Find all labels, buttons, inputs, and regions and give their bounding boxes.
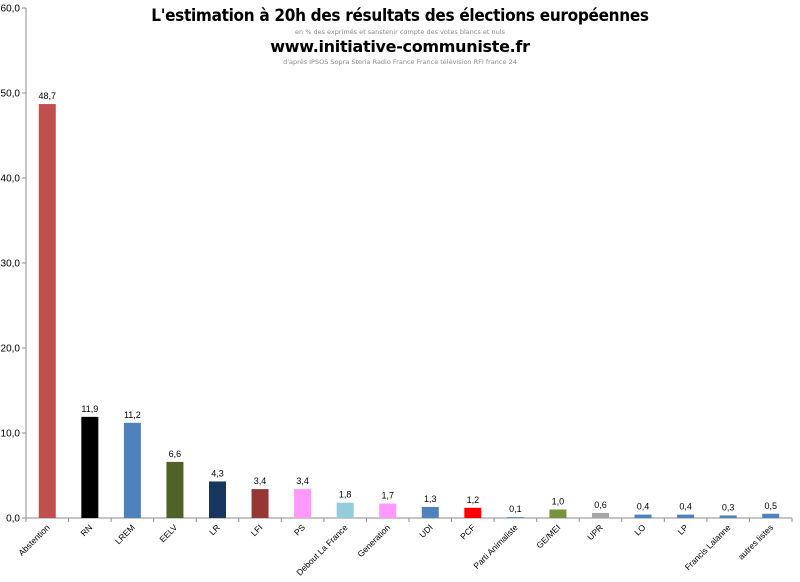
website-label: www.initiative-communiste.fr (270, 37, 530, 56)
y-tick-label: 20,0 (1, 344, 21, 355)
y-tick-label: 30,0 (1, 259, 21, 270)
x-tick-label: autres listes (736, 522, 775, 561)
bar-lo (634, 514, 652, 518)
bar-lrem (123, 422, 141, 518)
data-label: 6,6 (169, 449, 182, 459)
y-tick-label: 50,0 (1, 89, 21, 100)
data-label: 0,6 (594, 500, 607, 510)
data-label: 4,3 (211, 468, 224, 478)
data-label: 1,2 (467, 495, 480, 505)
data-label: 0,1 (509, 504, 522, 514)
y-tick-label: 40,0 (1, 174, 21, 185)
x-tick-label: UPR (585, 522, 605, 542)
x-tick-label: LP (676, 522, 691, 537)
data-label: 0,4 (679, 502, 692, 512)
source-label: d'après IPSOS Sopra Steria Radio France … (283, 58, 517, 66)
data-label: 1,0 (552, 497, 565, 507)
bar-generation (379, 503, 397, 518)
x-tick-label: LFI (249, 522, 265, 538)
bar-abstention (38, 104, 56, 519)
x-tick-label: LREM (113, 522, 137, 546)
bar-autres-listes (762, 513, 780, 518)
data-label: 1,3 (424, 494, 437, 504)
x-tick-label: LO (632, 522, 647, 537)
x-tick-label: Parti Animaliste (471, 522, 520, 571)
data-label: 0,5 (764, 501, 777, 511)
x-tick-label: Generation (355, 522, 392, 559)
bar-ps (294, 489, 312, 518)
x-tick-label: GE/MEI (534, 522, 562, 550)
data-label: 48,7 (39, 91, 57, 101)
bar-pcf (464, 507, 482, 518)
x-tick-label: PCF (458, 522, 477, 541)
x-tick-label: Abstention (16, 522, 52, 558)
y-tick-label: 60,0 (1, 4, 21, 15)
bar-ge-mei (549, 509, 567, 518)
bar-lr (209, 481, 226, 518)
bar-parti-animaliste (506, 517, 524, 518)
bar-debout-la-france (336, 502, 354, 518)
bar-lp (677, 514, 695, 518)
x-tick-label: PS (292, 522, 307, 537)
y-tick-label: 0,0 (6, 514, 20, 525)
chart-subtitle: en % des exprimés et sanstenir compte de… (295, 28, 505, 36)
data-label: 1,8 (339, 490, 352, 500)
x-tick-label: RN (78, 522, 94, 538)
data-label: 11,2 (124, 410, 141, 420)
bar-rn (81, 416, 99, 518)
bar-lfi (251, 489, 269, 518)
data-label: 0,4 (637, 502, 650, 512)
data-label: 1,7 (381, 491, 394, 501)
data-label: 3,4 (254, 476, 267, 486)
x-tick-label: Francis Lalanne (683, 522, 733, 572)
bar-eelv (166, 461, 184, 518)
x-tick-label: UDI (417, 522, 434, 539)
chart-title: L'estimation à 20h des résultats des éle… (151, 6, 649, 26)
y-tick-label: 10,0 (1, 429, 21, 440)
data-label: 11,9 (81, 404, 98, 414)
data-label: 3,4 (296, 476, 309, 486)
bar-upr (592, 512, 609, 518)
x-tick-label: EELV (157, 522, 179, 544)
bar-udi (421, 506, 439, 518)
x-tick-label: LR (207, 522, 222, 537)
data-label: 0,3 (722, 502, 735, 512)
bar-francis-lalanne (719, 515, 737, 518)
